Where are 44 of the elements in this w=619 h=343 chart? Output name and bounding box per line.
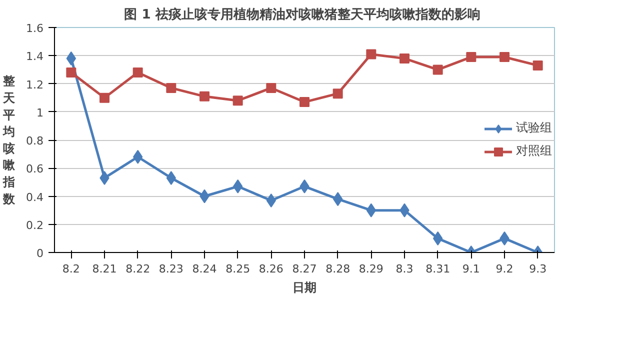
legend-label: 试验组 — [516, 120, 552, 136]
point — [400, 53, 410, 64]
y-tick-label: 0.2 — [26, 218, 44, 232]
point — [266, 82, 276, 93]
y-tick-label: 1.4 — [26, 50, 44, 64]
y-tick-label: 1 — [36, 106, 44, 120]
y-axis-title: 整天平均咳嗽指数 — [2, 74, 16, 206]
chart-title: 图 1 祛痰止咳专用植物精油对咳嗽猪整天平均咳嗽指数的影响 — [124, 6, 480, 22]
point — [500, 52, 510, 62]
point — [100, 92, 110, 103]
x-tick-label: 9.3 — [529, 262, 547, 276]
y-tick-label: 0.8 — [26, 134, 44, 148]
point — [166, 82, 176, 93]
y-tick-label: 0.4 — [26, 190, 44, 204]
x-tick-label: 8.31 — [426, 262, 450, 276]
x-axis-title: 日期 — [292, 280, 316, 294]
point — [66, 68, 76, 78]
x-tick-label: 8.24 — [192, 262, 217, 276]
x-tick-label: 8.25 — [226, 262, 250, 276]
point — [200, 91, 210, 102]
legend-label: 对照组 — [516, 142, 552, 160]
point — [466, 52, 476, 62]
x-tick-label: 9.1 — [462, 262, 480, 276]
point — [332, 88, 343, 99]
x-tick-label: 9.2 — [496, 262, 514, 276]
point — [366, 49, 376, 60]
x-tick-label: 8.21 — [92, 262, 117, 276]
point — [132, 68, 143, 78]
point — [532, 60, 543, 70]
point — [432, 64, 443, 75]
x-tick-label: 8.22 — [126, 262, 150, 276]
y-tick-label: 1.2 — [26, 78, 44, 92]
x-tick-label: 8.27 — [292, 262, 317, 276]
y-tick-label: 0 — [36, 247, 44, 260]
x-tick-label: 8.2 — [62, 262, 80, 276]
x-tick-label: 8.23 — [158, 262, 184, 276]
point — [232, 96, 243, 106]
x-tick-label: 8.29 — [358, 262, 384, 276]
y-tick-label: 0.6 — [26, 162, 44, 176]
point — [300, 97, 310, 108]
x-tick-label: 8.26 — [258, 262, 284, 276]
y-tick-label: 1.6 — [26, 22, 44, 35]
x-tick-label: 8.3 — [396, 262, 414, 276]
x-tick-label: 8.28 — [326, 262, 350, 276]
